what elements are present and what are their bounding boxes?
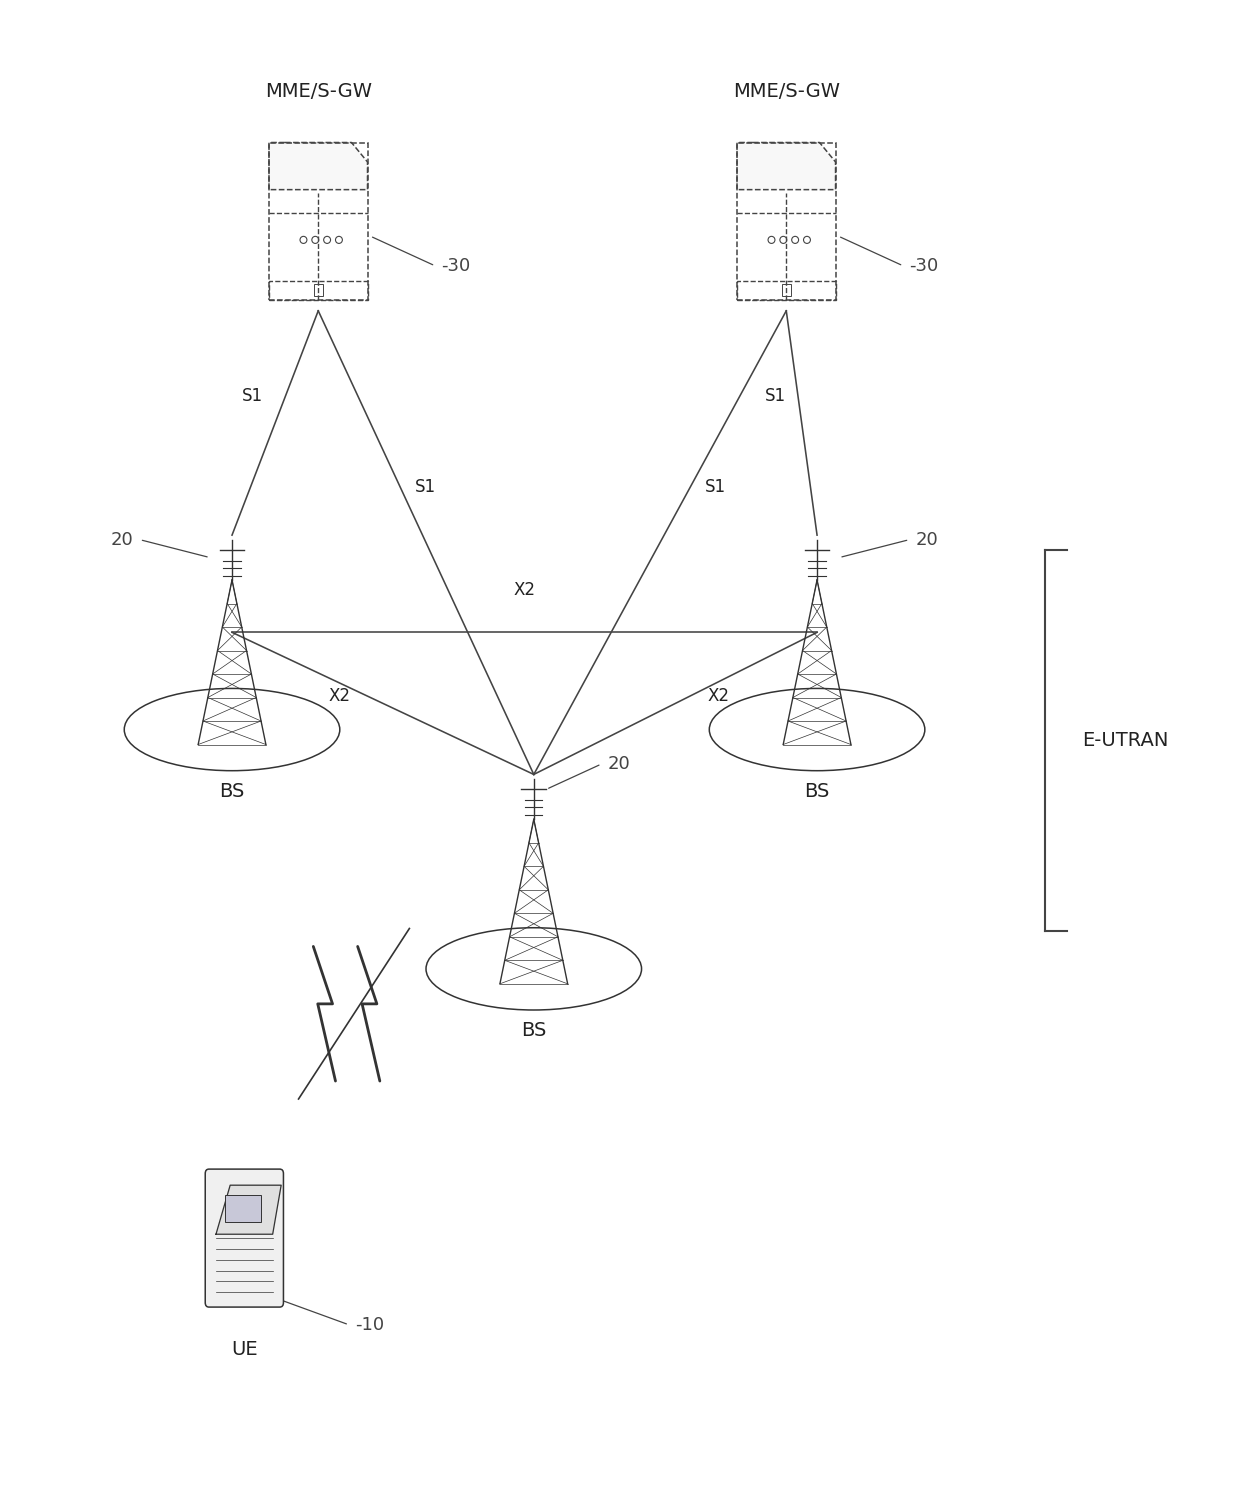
Text: X2: X2 (513, 582, 536, 600)
Text: BS: BS (219, 782, 244, 802)
Polygon shape (269, 143, 367, 190)
Polygon shape (216, 1185, 281, 1235)
Text: MME/S-GW: MME/S-GW (265, 83, 372, 101)
Bar (781, 284, 791, 296)
Bar (269, 281, 367, 299)
Text: BS: BS (521, 1021, 547, 1041)
Text: 20: 20 (915, 531, 939, 549)
Text: 20: 20 (608, 755, 630, 773)
Bar (737, 143, 836, 299)
Text: S1: S1 (765, 387, 786, 405)
Text: -30: -30 (909, 257, 939, 275)
Text: -30: -30 (441, 257, 471, 275)
Bar (269, 143, 367, 299)
Text: BS: BS (805, 782, 830, 802)
Text: UE: UE (231, 1340, 258, 1358)
Bar (314, 284, 322, 296)
Text: 20: 20 (110, 531, 134, 549)
Text: E-UTRAN: E-UTRAN (1081, 731, 1168, 750)
FancyBboxPatch shape (206, 1169, 284, 1307)
Text: MME/S-GW: MME/S-GW (733, 83, 839, 101)
Text: -10: -10 (355, 1316, 384, 1334)
Polygon shape (737, 143, 836, 190)
Text: S1: S1 (415, 478, 436, 496)
Text: X2: X2 (708, 687, 729, 705)
Bar (737, 281, 836, 299)
Text: S1: S1 (242, 387, 263, 405)
Text: S1: S1 (706, 478, 727, 496)
Text: X2: X2 (329, 687, 351, 705)
Bar (224, 1196, 262, 1221)
